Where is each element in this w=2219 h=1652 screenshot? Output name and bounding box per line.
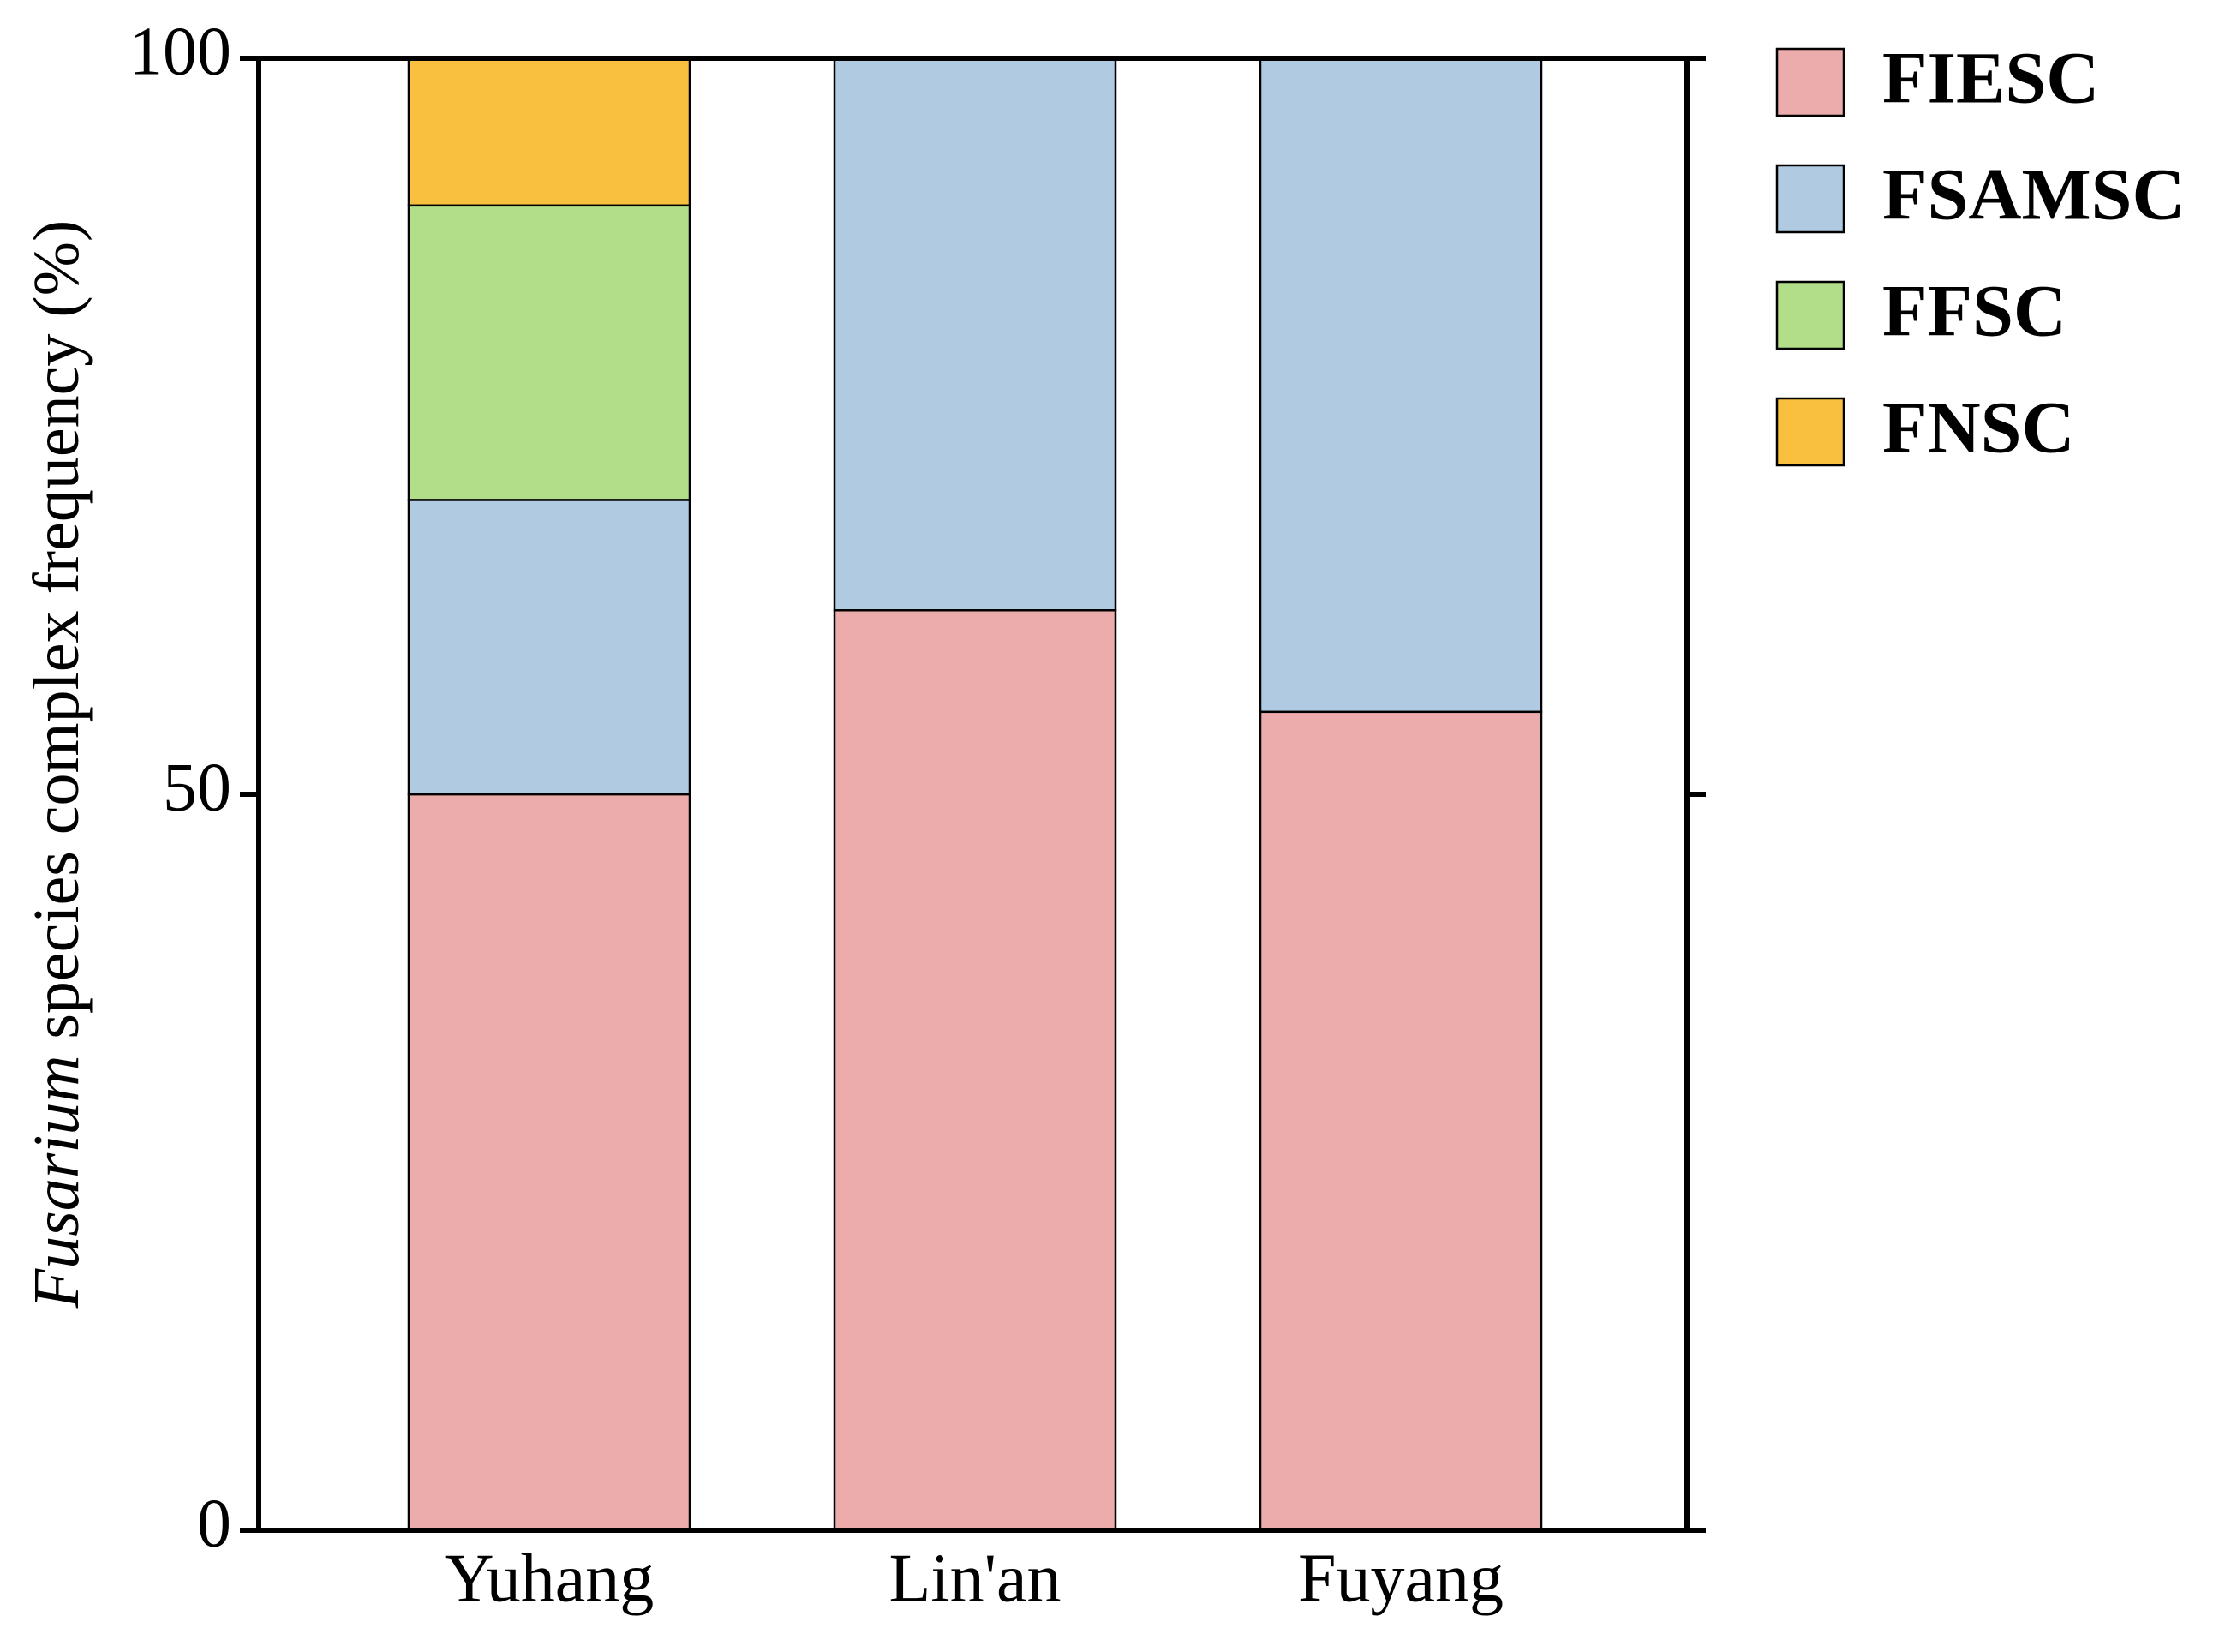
- bar-segment: [407, 793, 691, 1532]
- x-tick-label: Yuhang: [445, 1541, 654, 1616]
- y-axis-label: Fusarium species complex frequency (%): [21, 220, 93, 1309]
- bar-segment: [407, 499, 691, 796]
- legend-swatch: [1775, 280, 1845, 350]
- y-tick-label: 50: [163, 750, 231, 825]
- legend-swatch: [1775, 397, 1845, 467]
- bar-segment: [833, 57, 1117, 612]
- y-tick-label: 100: [129, 14, 231, 89]
- y-tick-label: 0: [197, 1486, 231, 1561]
- legend-label: FNSC: [1882, 386, 2075, 469]
- bar-segment: [833, 609, 1117, 1532]
- x-tick-label: Lin'an: [888, 1541, 1061, 1616]
- y-axis-label-italic: Fusarium: [21, 1056, 93, 1310]
- bar-segment: [1259, 57, 1543, 714]
- bar-segment: [407, 57, 691, 207]
- legend-label: FFSC: [1882, 270, 2066, 352]
- x-tick-label: Fuyang: [1298, 1541, 1504, 1616]
- bar-segment: [1259, 710, 1543, 1532]
- legend-swatch: [1775, 47, 1845, 117]
- legend-label: FIESC: [1882, 37, 2099, 119]
- legend-label: FSAMSC: [1882, 153, 2186, 236]
- bar-segment: [407, 204, 691, 501]
- legend-swatch: [1775, 164, 1845, 234]
- y-axis-label-text: species complex frequency (%): [21, 220, 93, 1039]
